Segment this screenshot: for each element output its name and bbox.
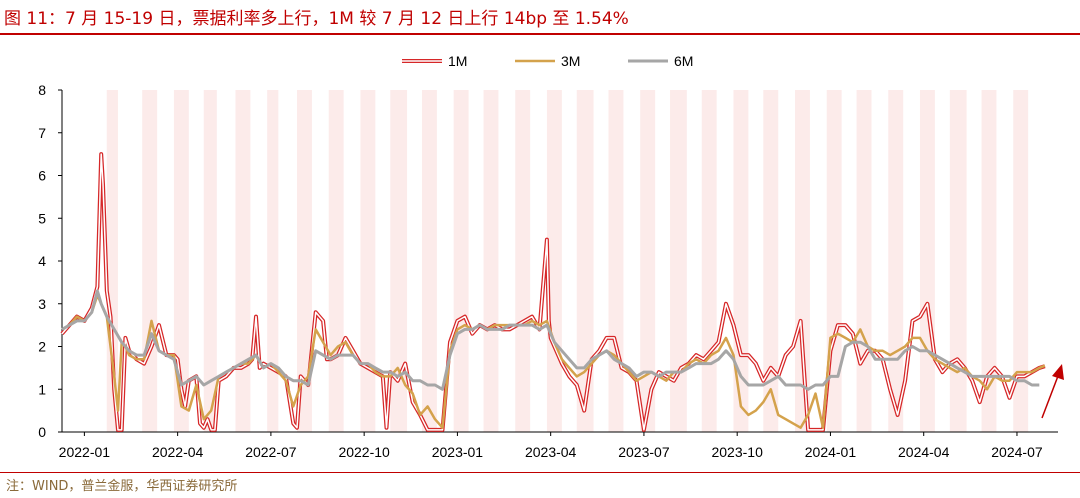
month-end-band [360, 90, 376, 432]
month-end-band [608, 90, 624, 432]
month-end-band [173, 90, 189, 432]
month-end-band [640, 90, 656, 432]
y-tick-label: 5 [38, 210, 46, 226]
x-tick-label: 2024-04 [898, 444, 950, 460]
month-end-band [267, 90, 279, 432]
trend-arrow-head [1052, 364, 1064, 380]
y-tick-label: 7 [38, 125, 46, 141]
chart-title: 图 11：7 月 15-19 日，票据利率多上行，1M 较 7 月 12 日上行… [4, 9, 629, 29]
month-end-band [670, 90, 687, 432]
x-tick-label: 2024-07 [991, 444, 1043, 460]
y-tick-label: 8 [38, 82, 46, 98]
trend-arrow-shaft [1041, 375, 1059, 419]
series-lines [60, 152, 1064, 432]
month-end-band [106, 90, 118, 432]
month-end-band [856, 90, 872, 432]
legend-label-1M: 1M [448, 53, 467, 69]
month-end-band [328, 90, 344, 432]
title-rule [0, 33, 1080, 35]
legend: 1M 3M 6M [402, 53, 693, 69]
x-tick-label: 2023-04 [525, 444, 577, 460]
month-end-band [981, 90, 997, 432]
month-end-band [421, 90, 437, 432]
month-end-band [795, 90, 810, 432]
y-tick-label: 2 [38, 339, 46, 355]
series-line-6M [61, 289, 1040, 391]
axes: 0 1 2 3 4 5 6 7 8 2022-01 2022-04 2022-07 2022-10 202… [38, 82, 1058, 460]
y-tick-label: 0 [38, 424, 46, 440]
x-tick-label: 2023-07 [618, 444, 670, 460]
month-end-band [701, 90, 717, 432]
x-tick-label: 2024-01 [805, 444, 857, 460]
month-end-band [576, 90, 594, 432]
month-end-band [888, 90, 904, 432]
legend-label-3M: 3M [561, 53, 580, 69]
x-tick-label: 2022-01 [59, 444, 111, 460]
month-end-band [390, 90, 408, 432]
month-end-band [203, 90, 217, 432]
source-note: 注：WIND，普兰金服，华西证券研究所 [6, 479, 238, 494]
month-end-band [515, 90, 531, 432]
x-tick-label: 2022-04 [152, 444, 204, 460]
month-end-band [949, 90, 967, 432]
y-tick-label: 3 [38, 296, 46, 312]
x-tick-label: 2022-10 [338, 444, 390, 460]
series-line-3M [61, 293, 1046, 429]
y-tick-label: 1 [38, 381, 46, 397]
month-end-band [1013, 90, 1029, 432]
y-tick-label: 6 [38, 168, 46, 184]
month-end-band [453, 90, 469, 432]
chart: 0 1 2 3 4 5 6 7 8 2022-01 2022-04 2022-07 2022-10 202… [38, 53, 1064, 460]
source-rule [0, 472, 1080, 473]
month-end-band [483, 90, 499, 432]
month-end-band [142, 90, 158, 432]
legend-label-6M: 6M [674, 53, 693, 69]
month-end-band [919, 90, 935, 432]
month-end-band [235, 90, 251, 432]
x-tick-label: 2022-07 [245, 444, 297, 460]
y-tick-label: 4 [38, 253, 46, 269]
x-tick-label: 2023-10 [711, 444, 763, 460]
x-tick-label: 2023-01 [432, 444, 484, 460]
month-end-band [297, 90, 312, 432]
month-end-band [763, 90, 779, 432]
